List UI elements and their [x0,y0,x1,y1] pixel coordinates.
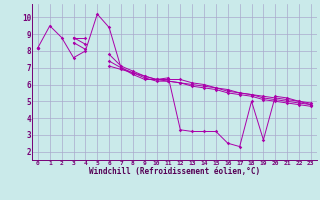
X-axis label: Windchill (Refroidissement éolien,°C): Windchill (Refroidissement éolien,°C) [89,167,260,176]
